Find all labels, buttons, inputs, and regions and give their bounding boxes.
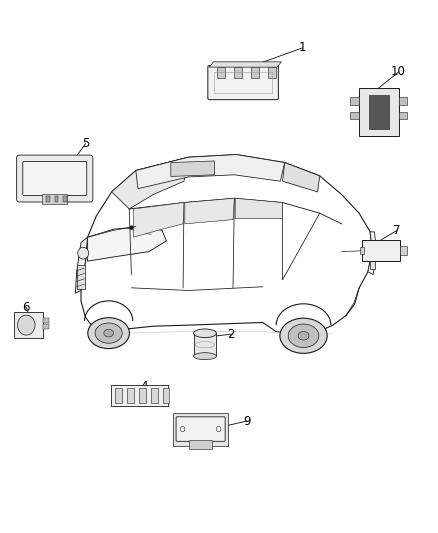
Ellipse shape xyxy=(88,318,130,349)
Polygon shape xyxy=(209,62,281,67)
Text: 6: 6 xyxy=(22,301,30,314)
Text: 7: 7 xyxy=(392,224,400,237)
Ellipse shape xyxy=(18,315,35,335)
Ellipse shape xyxy=(194,329,216,337)
FancyBboxPatch shape xyxy=(23,161,87,196)
Ellipse shape xyxy=(288,324,319,348)
Bar xyxy=(46,196,49,202)
Polygon shape xyxy=(283,163,320,192)
Bar xyxy=(43,318,49,323)
Ellipse shape xyxy=(95,323,122,343)
Bar xyxy=(173,413,228,446)
Bar xyxy=(370,245,375,269)
Bar xyxy=(189,440,212,449)
Text: 10: 10 xyxy=(391,66,406,78)
Bar xyxy=(400,246,407,255)
FancyBboxPatch shape xyxy=(17,155,93,202)
Bar xyxy=(234,67,242,78)
Bar xyxy=(362,240,400,261)
Polygon shape xyxy=(88,227,166,261)
Polygon shape xyxy=(134,203,184,237)
FancyBboxPatch shape xyxy=(176,417,225,441)
Polygon shape xyxy=(112,157,188,209)
Text: 4: 4 xyxy=(141,380,148,393)
Ellipse shape xyxy=(104,329,113,337)
Bar xyxy=(111,385,168,406)
Bar xyxy=(77,265,85,289)
Text: 1: 1 xyxy=(298,42,306,54)
Bar xyxy=(115,389,122,402)
Ellipse shape xyxy=(298,332,309,340)
Ellipse shape xyxy=(216,426,221,432)
Bar xyxy=(64,196,67,202)
Text: 5: 5 xyxy=(82,138,89,150)
Polygon shape xyxy=(75,237,88,293)
Polygon shape xyxy=(185,198,234,224)
Bar xyxy=(139,389,145,402)
Bar xyxy=(217,67,226,78)
Ellipse shape xyxy=(194,353,216,360)
Text: 9: 9 xyxy=(243,415,251,427)
Bar xyxy=(127,389,134,402)
Bar xyxy=(251,67,259,78)
Bar xyxy=(369,95,389,128)
Polygon shape xyxy=(235,198,283,219)
Bar xyxy=(399,97,407,104)
Polygon shape xyxy=(368,232,377,274)
Bar xyxy=(194,333,216,356)
Ellipse shape xyxy=(78,247,88,259)
FancyBboxPatch shape xyxy=(208,66,279,100)
Bar xyxy=(42,194,67,204)
Bar xyxy=(350,97,359,104)
Bar xyxy=(55,196,58,202)
Bar xyxy=(163,389,170,402)
Bar xyxy=(14,312,43,338)
Polygon shape xyxy=(136,155,285,189)
Text: 2: 2 xyxy=(227,328,235,341)
Ellipse shape xyxy=(280,318,327,353)
Bar xyxy=(399,111,407,119)
Bar xyxy=(215,72,272,93)
Bar xyxy=(360,247,364,254)
Bar xyxy=(350,111,359,119)
Polygon shape xyxy=(81,155,372,335)
Ellipse shape xyxy=(180,426,185,432)
Bar xyxy=(268,67,276,78)
Bar xyxy=(359,88,399,136)
Polygon shape xyxy=(171,161,215,176)
Bar xyxy=(43,324,49,329)
Bar xyxy=(151,389,158,402)
